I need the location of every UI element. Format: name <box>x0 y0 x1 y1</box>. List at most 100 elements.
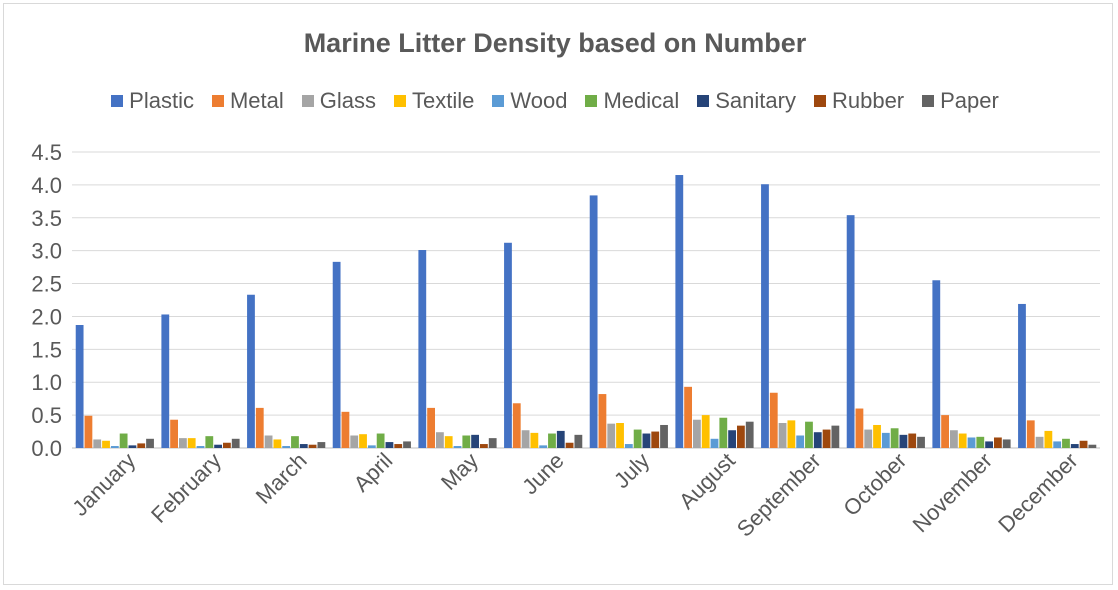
legend-item-sanitary: Sanitary <box>697 88 796 114</box>
bar-wood <box>624 444 633 448</box>
legend-item-medical: Medical <box>585 88 679 114</box>
bar-sanitary <box>471 434 479 448</box>
legend-swatch <box>394 95 406 107</box>
bar-metal <box>427 407 435 448</box>
bar-medical <box>548 433 556 448</box>
y-tick-label: 0.0 <box>31 436 62 461</box>
bar-wood <box>967 437 976 448</box>
legend-swatch <box>697 95 710 107</box>
bar-textile <box>616 423 624 448</box>
bar-plastic <box>75 325 84 448</box>
y-tick-label: 4.5 <box>31 140 62 165</box>
bar-rubber <box>737 425 745 448</box>
bar-metal <box>941 415 949 448</box>
legend-label: Wood <box>510 88 568 113</box>
bar-wood <box>453 446 462 448</box>
bar-medical <box>376 433 385 448</box>
bar-textile <box>787 420 796 448</box>
legend-swatch <box>211 95 224 107</box>
x-tick-label: January <box>67 448 140 521</box>
x-tick-label: April <box>349 448 398 497</box>
bar-plastic <box>675 175 684 448</box>
x-tick-label: July <box>609 448 654 493</box>
bar-metal <box>855 408 864 448</box>
legend-swatch <box>111 95 124 107</box>
bar-glass <box>93 439 102 448</box>
legend-label: Medical <box>603 88 680 113</box>
bar-sanitary <box>299 444 308 448</box>
chart-legend: Plastic Metal Glass Textile Wood Medical Sanit… <box>0 88 1110 114</box>
bar-rubber <box>308 444 317 448</box>
bar-plastic <box>761 184 769 449</box>
bar-medical <box>119 433 128 448</box>
bar-textile <box>102 440 110 448</box>
bar-sanitary <box>899 434 908 448</box>
bar-medical <box>805 421 813 448</box>
y-tick-label: 2.5 <box>31 272 62 297</box>
bar-sanitary <box>813 432 822 448</box>
legend-item-wood: Wood <box>492 88 567 114</box>
bar-metal <box>769 392 778 448</box>
bar-metal <box>170 419 178 448</box>
bar-metal <box>684 386 692 448</box>
bar-metal <box>84 415 93 448</box>
bar-plastic <box>161 314 170 448</box>
bar-textile <box>359 434 367 448</box>
bar-glass <box>179 438 187 448</box>
y-tick-label: 3.0 <box>31 239 62 264</box>
x-tick-label: February <box>146 448 226 528</box>
bar-paper <box>231 438 240 448</box>
bar-rubber <box>223 442 231 448</box>
x-tick-label: March <box>251 448 312 509</box>
x-tick-label: September <box>732 448 826 542</box>
bar-glass <box>1035 436 1044 448</box>
bar-textile <box>530 432 539 448</box>
bar-glass <box>264 435 273 448</box>
bar-paper <box>317 442 326 448</box>
bar-sanitary <box>985 441 993 448</box>
bar-paper <box>146 438 154 448</box>
legend-label: Plastic <box>129 88 194 113</box>
bar-paper <box>660 424 668 448</box>
bar-metal <box>1026 420 1035 448</box>
bar-textile <box>1044 430 1053 448</box>
y-tick-label: 1.0 <box>31 370 62 395</box>
bar-textile <box>273 439 282 448</box>
bar-textile <box>958 433 967 448</box>
bar-wood <box>881 432 890 448</box>
y-tick-label: 3.5 <box>31 206 62 231</box>
y-tick-label: 1.5 <box>31 337 62 362</box>
bar-medical <box>205 436 214 448</box>
bar-glass <box>350 435 359 448</box>
bar-wood <box>539 445 548 448</box>
bar-glass <box>521 430 530 448</box>
bar-paper <box>1002 439 1011 448</box>
legend-item-glass: Glass <box>301 88 376 114</box>
bar-wood <box>367 445 376 448</box>
legend-label: Textile <box>412 88 475 113</box>
bar-plastic <box>589 195 598 448</box>
y-tick-label: 4.0 <box>31 173 62 198</box>
bar-rubber <box>394 444 403 448</box>
bar-glass <box>436 432 444 448</box>
legend-swatch <box>922 95 935 107</box>
bar-sanitary <box>556 430 565 448</box>
x-tick-label: May <box>436 448 483 495</box>
bar-medical <box>976 436 985 448</box>
bar-wood <box>110 446 119 448</box>
bar-paper <box>403 441 411 448</box>
bar-rubber <box>822 429 831 448</box>
bar-metal <box>598 394 607 448</box>
bar-wood <box>1053 441 1062 448</box>
bar-plastic <box>332 261 341 448</box>
legend-label: Rubber <box>831 88 905 113</box>
bar-plastic <box>504 242 512 448</box>
bar-sanitary <box>642 433 651 448</box>
bar-medical <box>291 436 299 448</box>
legend-item-paper: Paper <box>922 88 999 114</box>
bar-sanitary <box>1070 444 1079 448</box>
bar-wood <box>282 446 291 448</box>
bar-paper <box>574 434 583 448</box>
legend-swatch <box>301 95 314 107</box>
